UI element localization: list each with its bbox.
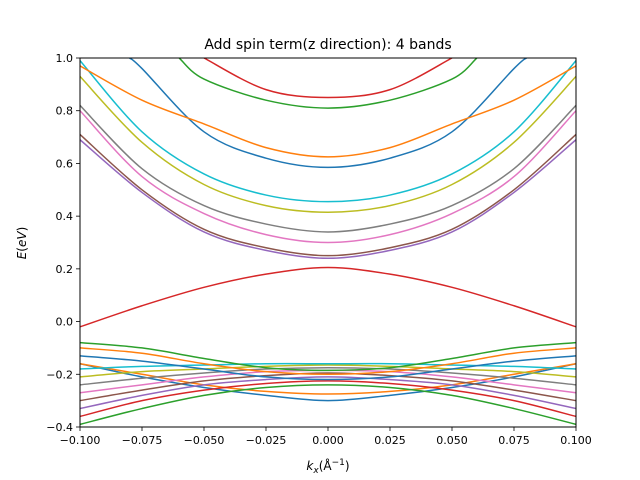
x-tick-label: 0.000: [312, 434, 344, 447]
band-line-23: [203, 58, 453, 99]
y-tick-label: 0.4: [56, 210, 74, 223]
y-tick-label: −0.2: [46, 368, 73, 381]
band-line-5: [80, 372, 576, 402]
x-tick-label: 0.050: [436, 434, 468, 447]
band-line-14: [80, 139, 576, 260]
series-layer: [80, 58, 576, 426]
x-tick-label: −0.075: [122, 434, 163, 447]
band-line-3: [80, 380, 576, 418]
band-line-22: [178, 58, 478, 109]
band-line-16: [80, 110, 576, 244]
band-line-12: [80, 341, 576, 372]
x-tick-label: −0.100: [60, 434, 101, 447]
band-line-17: [80, 104, 576, 233]
band-line-2: [80, 384, 576, 426]
y-tick-label: 0.2: [56, 263, 74, 276]
y-tick-label: 0.8: [56, 105, 74, 118]
y-axis-label: E(eV): [15, 227, 29, 260]
x-tick-label: −0.050: [184, 434, 225, 447]
y-tick-label: −0.4: [46, 421, 73, 434]
x-axis-ticks: −0.100 −0.075 −0.050 −0.025 0.000 0.025 0.050 0…: [60, 427, 592, 447]
band-line-9: [80, 362, 576, 370]
x-axis-label: kx(Å−1): [306, 458, 349, 476]
band-line-20: [129, 58, 527, 169]
band-line-1: [80, 363, 576, 395]
y-tick-label: 1.0: [56, 52, 74, 65]
band-line-10: [80, 355, 576, 381]
x-tick-label: 0.025: [374, 434, 406, 447]
y-tick-label: 0.0: [56, 316, 74, 329]
band-line-21: [80, 65, 576, 158]
x-tick-label: 0.075: [498, 434, 530, 447]
band-line-19: [80, 60, 576, 203]
band-line-7: [80, 366, 576, 386]
band-line-0: [80, 363, 576, 402]
band-line-8: [80, 364, 576, 378]
x-tick-label: −0.025: [246, 434, 287, 447]
band-line-15: [80, 133, 576, 257]
y-tick-label: 0.6: [56, 157, 74, 170]
y-axis-ticks: −0.4 −0.2 0.0 0.2 0.4 0.6 0.8 1.0: [46, 52, 80, 434]
x-tick-label: 0.100: [560, 434, 592, 447]
band-line-11: [80, 347, 576, 376]
band-line-18: [80, 75, 576, 213]
band-line-4: [80, 376, 576, 410]
chart-title: Add spin term(z direction): 4 bands: [204, 37, 451, 53]
band-line-13: [80, 266, 576, 328]
